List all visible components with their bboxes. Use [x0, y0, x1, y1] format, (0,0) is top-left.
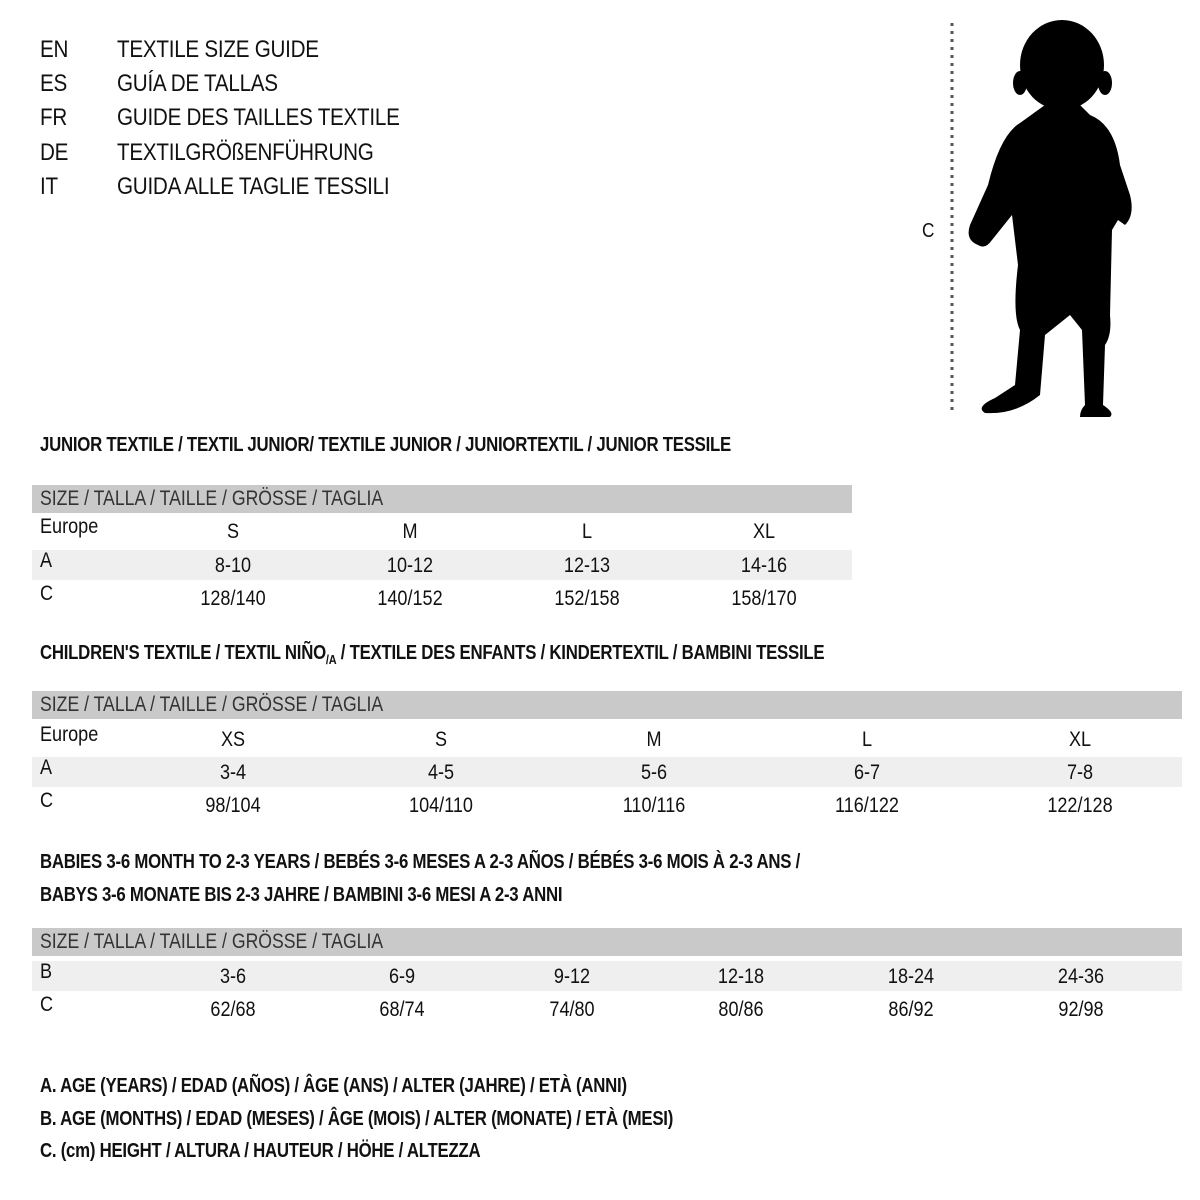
row-label: B [40, 960, 53, 983]
lang-title-fr: GUIDE DES TAILLES TEXTILE [117, 104, 400, 131]
children-heading-sub: /A [325, 652, 337, 667]
size-cell: 128/140 [200, 587, 266, 610]
size-cell: XL [752, 520, 776, 543]
size-cell: 8-10 [214, 554, 252, 577]
silhouette-shape [968, 20, 1132, 417]
size-header-label: SIZE / TALLA / TAILLE / GRÖSSE / TAGLIA [40, 930, 384, 953]
children-heading-rest: / TEXTILE DES ENFANTS / KINDERTEXTIL / B… [336, 642, 825, 664]
lang-code-it: IT [40, 173, 58, 200]
size-cell: L [581, 520, 593, 543]
row-label: C [40, 993, 54, 1016]
size-cell: 158/170 [731, 587, 797, 610]
size-cell: L [861, 728, 873, 751]
size-cell: 80/86 [718, 998, 764, 1021]
size-cell: 18-24 [887, 965, 935, 988]
babies-heading-line2: BABYS 3-6 MONATE BIS 2-3 JAHRE / BAMBINI… [40, 884, 563, 906]
size-cell: 3-4 [219, 761, 247, 784]
size-cell: 6-9 [388, 965, 416, 988]
size-cell: 98/104 [205, 794, 261, 817]
legend-c: C. (cm) HEIGHT / ALTURA / HAUTEUR / HÖHE… [40, 1140, 481, 1162]
size-cell: 12-13 [563, 554, 611, 577]
babies-heading-line1: BABIES 3-6 MONTH TO 2-3 YEARS / BEBÉS 3-… [40, 851, 801, 873]
size-cell: 4-5 [427, 761, 455, 784]
row-label: A [40, 756, 53, 779]
size-cell: 7-8 [1066, 761, 1094, 784]
size-cell: 3-6 [219, 965, 247, 988]
lang-title-es: GUÍA DE TALLAS [117, 70, 278, 97]
children-heading: CHILDREN'S TEXTILE / TEXTIL NIÑO/A / TEX… [40, 640, 825, 673]
row-label: Europe [40, 515, 99, 538]
row-band [32, 961, 1182, 991]
size-cell: 104/110 [409, 794, 473, 817]
lang-title-en: TEXTILE SIZE GUIDE [117, 36, 319, 63]
lang-code-es: ES [40, 70, 68, 97]
size-cell: 116/122 [835, 794, 899, 817]
height-measure-label: C [922, 220, 935, 242]
children-heading-text: CHILDREN'S TEXTILE / TEXTIL NIÑO [40, 642, 326, 664]
legend-a: A. AGE (YEARS) / EDAD (AÑOS) / ÂGE (ANS)… [40, 1075, 627, 1097]
size-cell: 62/68 [210, 998, 256, 1021]
size-cell: M [646, 728, 662, 751]
child-silhouette-icon [950, 20, 1132, 417]
size-cell: 74/80 [549, 998, 595, 1021]
size-cell: 9-12 [553, 965, 591, 988]
size-cell: 122/128 [1047, 794, 1113, 817]
row-label: C [40, 582, 54, 605]
size-cell: XL [1068, 728, 1092, 751]
size-cell: 6-7 [853, 761, 881, 784]
size-cell: 140/152 [377, 587, 443, 610]
lang-title-de: TEXTILGRÖßENFÜHRUNG [117, 139, 374, 166]
babies-size-header: SIZE / TALLA / TAILLE / GRÖSSE / TAGLIA [32, 928, 1182, 956]
size-cell: 5-6 [640, 761, 668, 784]
size-header-label: SIZE / TALLA / TAILLE / GRÖSSE / TAGLIA [40, 487, 384, 510]
children-size-header: SIZE / TALLA / TAILLE / GRÖSSE / TAGLIA [32, 691, 1182, 719]
size-cell: S [434, 728, 448, 751]
size-header-label: SIZE / TALLA / TAILLE / GRÖSSE / TAGLIA [40, 693, 384, 716]
size-cell: S [226, 520, 240, 543]
size-cell: 152/158 [554, 587, 620, 610]
legend-b: B. AGE (MONTHS) / EDAD (MESES) / ÂGE (MO… [40, 1108, 674, 1130]
size-cell: 24-36 [1057, 965, 1105, 988]
size-cell: 86/92 [888, 998, 934, 1021]
size-cell: 12-18 [717, 965, 765, 988]
size-cell: 10-12 [386, 554, 434, 577]
row-label: A [40, 549, 53, 572]
lang-code-fr: FR [40, 104, 68, 131]
size-cell: 92/98 [1058, 998, 1104, 1021]
lang-title-it: GUIDA ALLE TAGLIE TESSILI [117, 173, 390, 200]
lang-code-en: EN [40, 36, 69, 63]
row-band [32, 550, 852, 580]
row-label: C [40, 789, 54, 812]
junior-heading: JUNIOR TEXTILE / TEXTIL JUNIOR/ TEXTILE … [40, 434, 732, 456]
size-cell: 68/74 [379, 998, 425, 1021]
junior-size-header: SIZE / TALLA / TAILLE / GRÖSSE / TAGLIA [32, 485, 852, 513]
size-cell: XS [220, 728, 246, 751]
row-label: Europe [40, 723, 99, 746]
lang-code-de: DE [40, 139, 69, 166]
row-band [32, 757, 1182, 787]
size-cell: M [402, 520, 418, 543]
size-cell: 110/116 [622, 794, 686, 817]
size-cell: 14-16 [740, 554, 788, 577]
